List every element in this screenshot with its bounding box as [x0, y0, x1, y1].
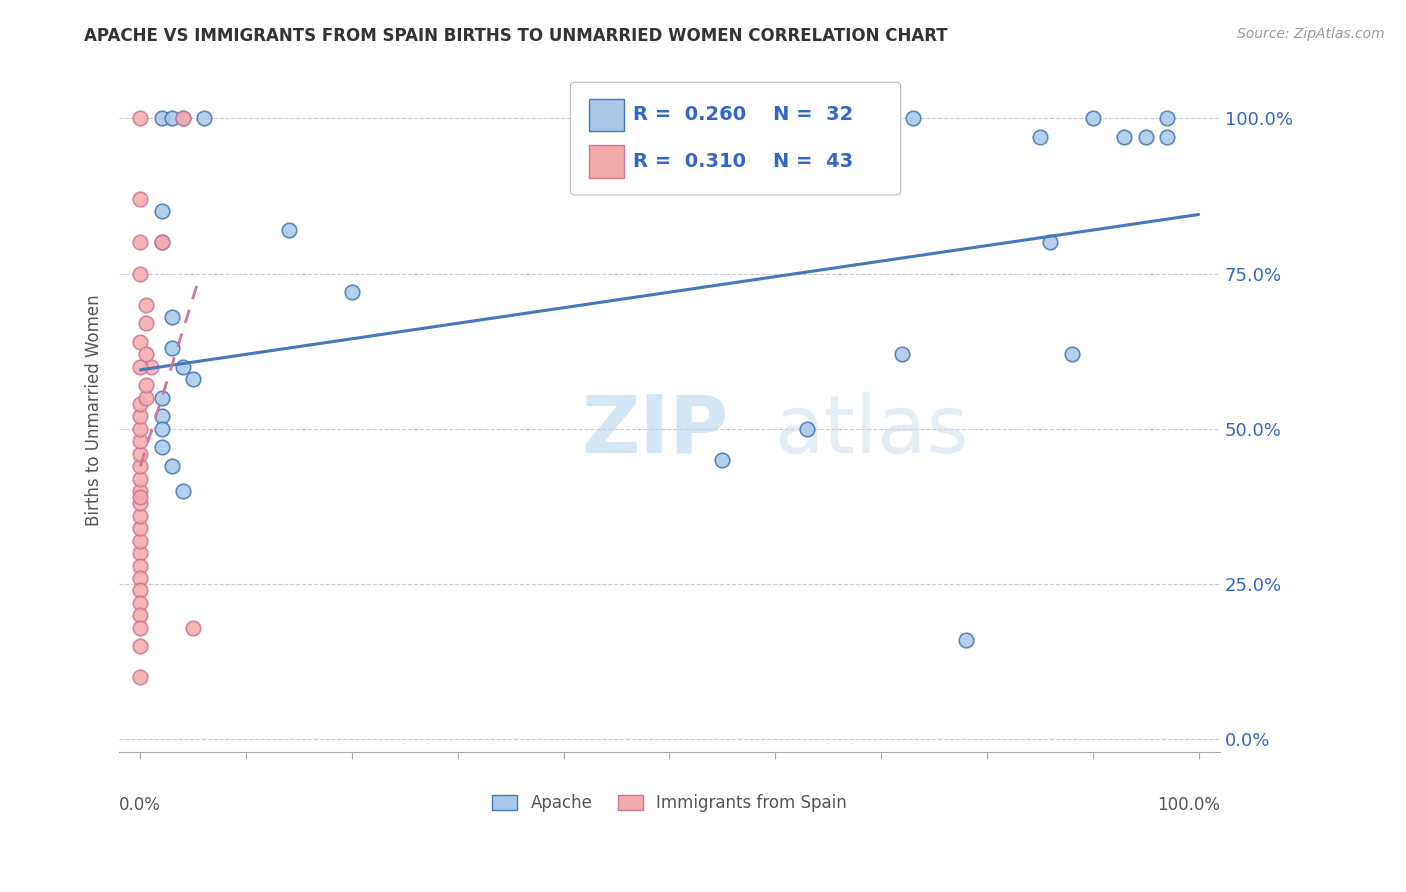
Point	[150, 441, 173, 455]
Point	[129, 596, 152, 610]
Point	[135, 297, 157, 311]
Point	[129, 583, 152, 598]
Point	[891, 347, 914, 361]
Point	[129, 434, 152, 449]
FancyBboxPatch shape	[571, 82, 901, 195]
Point	[1135, 129, 1157, 144]
Point	[150, 409, 173, 424]
Point	[139, 359, 162, 374]
Point	[340, 285, 363, 300]
Point	[172, 112, 194, 126]
Point	[1081, 112, 1104, 126]
Point	[796, 422, 818, 436]
Y-axis label: Births to Unmarried Women: Births to Unmarried Women	[86, 294, 103, 526]
Point	[129, 533, 152, 548]
Point	[129, 496, 152, 510]
Text: R =  0.260    N =  32: R = 0.260 N = 32	[633, 105, 853, 125]
Point	[160, 459, 183, 474]
Text: ZIP: ZIP	[582, 392, 728, 470]
Point	[129, 397, 152, 411]
Text: APACHE VS IMMIGRANTS FROM SPAIN BIRTHS TO UNMARRIED WOMEN CORRELATION CHART: APACHE VS IMMIGRANTS FROM SPAIN BIRTHS T…	[84, 27, 948, 45]
Point	[711, 453, 734, 467]
Point	[183, 621, 205, 635]
Bar	[589, 99, 624, 131]
Point	[160, 341, 183, 355]
Point	[129, 235, 152, 250]
Point	[193, 112, 215, 126]
Point	[129, 112, 152, 126]
Point	[129, 546, 152, 560]
Point	[1039, 235, 1062, 250]
Point	[150, 112, 173, 126]
Point	[129, 483, 152, 498]
Point	[135, 391, 157, 405]
Point	[160, 310, 183, 324]
Point	[129, 571, 152, 585]
Point	[135, 378, 157, 392]
Point	[129, 521, 152, 535]
Point	[129, 670, 152, 684]
Point	[160, 112, 183, 126]
Point	[901, 112, 924, 126]
Point	[150, 235, 173, 250]
Point	[129, 608, 152, 623]
Point	[172, 359, 194, 374]
Point	[129, 267, 152, 281]
Point	[129, 359, 152, 374]
Point	[129, 334, 152, 349]
Point	[129, 621, 152, 635]
Point	[817, 129, 839, 144]
Bar	[589, 145, 624, 178]
Legend: Apache, Immigrants from Spain: Apache, Immigrants from Spain	[492, 794, 846, 812]
Point	[129, 471, 152, 485]
Point	[129, 447, 152, 461]
Point	[1156, 112, 1178, 126]
Point	[1114, 129, 1136, 144]
Point	[955, 633, 977, 648]
Point	[1156, 129, 1178, 144]
Point	[172, 483, 194, 498]
Text: Source: ZipAtlas.com: Source: ZipAtlas.com	[1237, 27, 1385, 41]
Point	[129, 558, 152, 573]
Point	[129, 508, 152, 523]
Point	[129, 409, 152, 424]
Point	[129, 422, 152, 436]
Text: R =  0.310    N =  43: R = 0.310 N = 43	[633, 152, 853, 171]
Point	[129, 459, 152, 474]
Point	[129, 490, 152, 504]
Text: 0.0%: 0.0%	[120, 797, 162, 814]
Point	[150, 391, 173, 405]
Point	[135, 316, 157, 330]
Point	[129, 192, 152, 206]
Point	[183, 372, 205, 386]
Point	[129, 640, 152, 654]
Point	[150, 235, 173, 250]
Point	[135, 347, 157, 361]
Point	[172, 112, 194, 126]
Point	[277, 223, 299, 237]
Point	[1029, 129, 1052, 144]
Text: atlas: atlas	[775, 392, 969, 470]
Point	[150, 204, 173, 219]
Point	[150, 422, 173, 436]
Point	[1060, 347, 1083, 361]
Text: 100.0%: 100.0%	[1157, 797, 1220, 814]
